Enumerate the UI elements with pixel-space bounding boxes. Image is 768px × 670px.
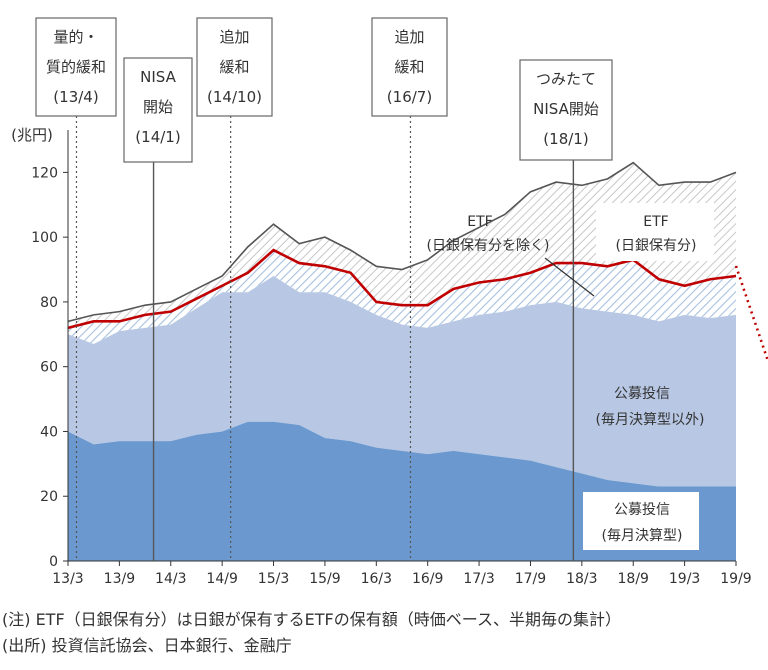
event-label: (14/1) xyxy=(135,128,180,146)
event-label: NISA開始 xyxy=(533,100,599,118)
x-tick-label: 18/3 xyxy=(566,571,597,587)
x-tick-label: 15/3 xyxy=(258,571,289,587)
x-tick-label: 19/9 xyxy=(720,571,751,587)
area-fund-monthly xyxy=(68,421,736,561)
y-unit-label: (兆円) xyxy=(11,126,53,144)
event-label: つみたて xyxy=(536,70,596,88)
label-fund-monthly: 公募投信 xyxy=(614,502,670,518)
x-tick-label: 14/3 xyxy=(155,571,186,587)
event-label: 質的緩和 xyxy=(46,58,106,76)
area-fund-other xyxy=(68,276,736,487)
line-ex-boj xyxy=(67,248,737,330)
event-label: (16/7) xyxy=(387,88,432,106)
x-tick-label: 19/3 xyxy=(669,571,700,587)
label-etf-boj-sub: (日銀保有分) xyxy=(616,238,697,254)
label-etf-boj: ETF xyxy=(643,214,668,230)
y-tick-label: 0 xyxy=(49,554,58,570)
event-box xyxy=(371,17,448,117)
y-tick-label: 40 xyxy=(40,424,58,440)
event-label: 緩和 xyxy=(219,58,249,76)
event-box xyxy=(196,17,273,117)
x-tick-label: 16/9 xyxy=(412,571,443,587)
event-box xyxy=(123,57,193,163)
event-label: 追加 xyxy=(219,28,249,46)
x-tick-label: 17/3 xyxy=(463,571,494,587)
investment-trust-area-chart: (兆円) 0 20 40 60 80 100 120 13/3 13/9 14/3 14/9 15/3 1… xyxy=(11,17,768,587)
x-tick-label: 15/9 xyxy=(309,571,340,587)
event-label: (18/1) xyxy=(543,130,588,148)
y-tick-label: 120 xyxy=(31,165,58,181)
label-box-etf-boj xyxy=(596,203,714,261)
area-etf-ex-boj xyxy=(68,250,736,345)
label-fund-other-sub: (毎月決算型以外) xyxy=(596,412,705,428)
event-label: (13/4) xyxy=(53,88,98,106)
label-fund-other: 公募投信 xyxy=(614,386,670,402)
red-dotted-continuation xyxy=(734,265,768,362)
y-tick-label: 20 xyxy=(40,489,58,505)
label-etf-ex-boj-sub: (日銀保有分を除く) xyxy=(427,238,550,254)
event-label: 量的・ xyxy=(53,28,98,46)
x-tick-label: 18/9 xyxy=(618,571,649,587)
label-box-fund-monthly xyxy=(583,492,699,550)
y-tick-label: 60 xyxy=(40,360,58,376)
label-leader-line xyxy=(544,257,595,297)
y-tick-label: 80 xyxy=(40,295,58,311)
y-tick-label: 100 xyxy=(31,230,58,246)
x-tick-label: 14/9 xyxy=(206,571,237,587)
x-tick-label: 13/9 xyxy=(104,571,135,587)
x-tick-label: 17/9 xyxy=(515,571,546,587)
x-tick-label: 16/3 xyxy=(361,571,392,587)
event-box xyxy=(35,17,117,117)
event-label: NISA xyxy=(140,68,176,86)
event-label: 緩和 xyxy=(394,58,424,76)
area-etf-boj xyxy=(68,162,736,328)
label-etf-ex-boj: ETF xyxy=(467,214,492,230)
chart-source: (出所) 投資信託協会、日本銀行、金融庁 xyxy=(2,636,292,655)
event-label: 追加 xyxy=(394,28,424,46)
event-box xyxy=(519,59,613,161)
chart-note: (注) ETF（日銀保有分）は日銀が保有するETFの保有額（時価ベース、半期毎の… xyxy=(2,610,621,629)
event-label: (14/10) xyxy=(207,88,262,106)
line-total xyxy=(67,161,737,323)
x-tick-label: 13/3 xyxy=(52,571,83,587)
event-label: 開始 xyxy=(143,98,173,116)
label-fund-monthly-sub: (毎月決算型) xyxy=(602,528,683,544)
